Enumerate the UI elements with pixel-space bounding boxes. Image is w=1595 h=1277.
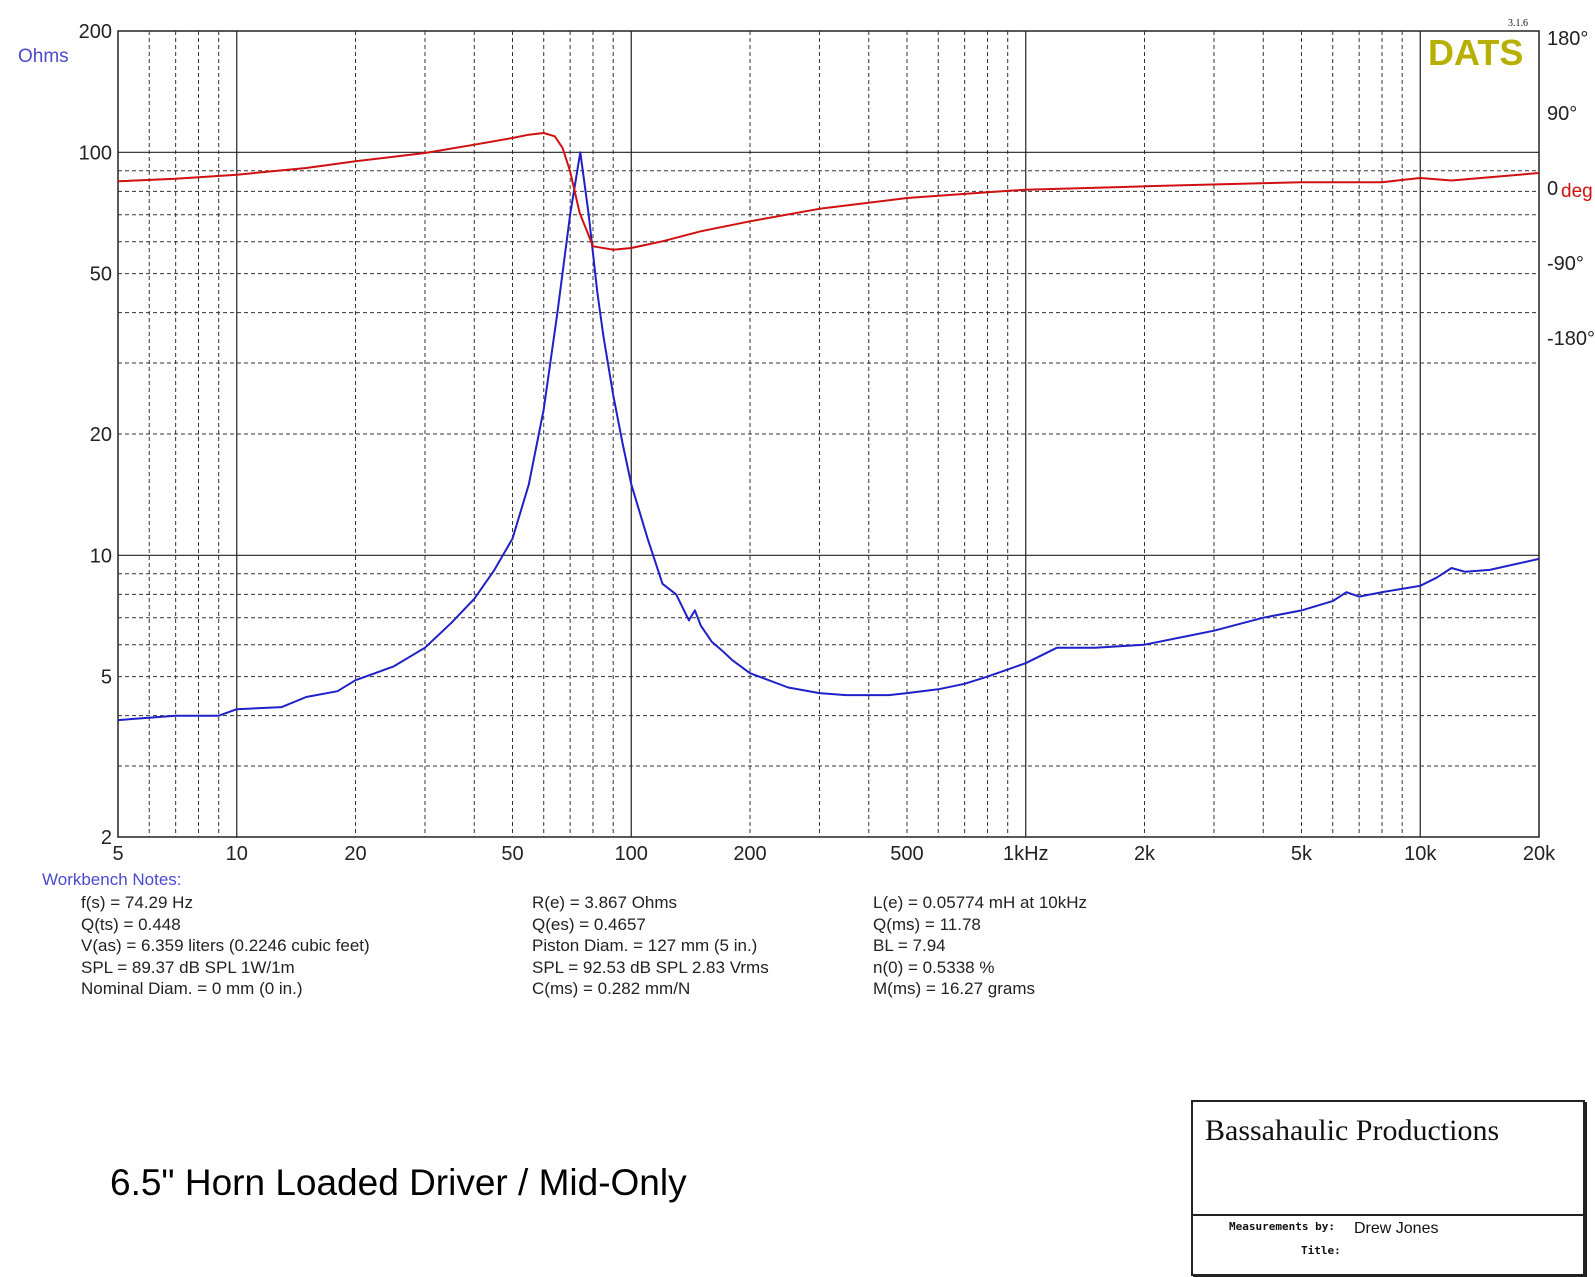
y2-axis-unit: deg bbox=[1561, 181, 1593, 202]
dats-logo: DATS bbox=[1428, 32, 1523, 73]
note-line: SPL = 92.53 dB SPL 2.83 Vrms bbox=[532, 957, 769, 977]
chart-caption: 6.5" Horn Loaded Driver / Mid-Only bbox=[110, 1162, 687, 1203]
note-line: Q(ts) = 0.448 bbox=[81, 914, 181, 934]
version-badge: 3.1.6 bbox=[1508, 18, 1528, 29]
x-tick-label: 2k bbox=[1134, 843, 1156, 865]
title-block: Bassahaulic Productions Measurements by:… bbox=[1191, 1100, 1585, 1276]
note-line: n(0) = 0.5338 % bbox=[873, 957, 995, 977]
measurements-by-label: Measurements by: bbox=[1229, 1220, 1335, 1233]
y-axis-title: Ohms bbox=[18, 46, 69, 67]
measurements-by-value: Drew Jones bbox=[1354, 1220, 1439, 1237]
y-tick-label: 200 bbox=[79, 21, 112, 43]
y2-tick-label: -90° bbox=[1547, 253, 1584, 275]
x-tick-label: 10k bbox=[1404, 843, 1437, 865]
note-line: f(s) = 74.29 Hz bbox=[81, 893, 193, 912]
note-line: Nominal Diam. = 0 mm (0 in.) bbox=[81, 979, 303, 998]
y-tick-label: 10 bbox=[90, 545, 112, 567]
note-line: SPL = 89.37 dB SPL 1W/1m bbox=[81, 957, 295, 977]
x-tick-label: 20 bbox=[344, 843, 366, 865]
note-line: Q(ms) = 11.78 bbox=[873, 914, 981, 934]
note-line: R(e) = 3.867 Ohms bbox=[532, 893, 678, 912]
notes-column-1: f(s) = 74.29 Hz Q(ts) = 0.448 V(as) = 6.… bbox=[81, 892, 370, 1000]
y-tick-label: 100 bbox=[79, 142, 112, 164]
note-line: C(ms) = 0.282 mm/N bbox=[532, 979, 691, 998]
x-tick-label: 20k bbox=[1523, 843, 1556, 865]
notes-column-2: R(e) = 3.867 Ohms Q(es) = 0.4657 Piston … bbox=[532, 892, 769, 1000]
note-line: L(e) = 0.05774 mH at 10kHz bbox=[873, 893, 1088, 912]
note-line: V(as) = 6.359 liters (0.2246 cubic feet) bbox=[81, 936, 370, 955]
title-label: Title: bbox=[1301, 1244, 1341, 1257]
x-tick-label: 5k bbox=[1291, 843, 1313, 865]
y2-tick-label: 180° bbox=[1547, 28, 1588, 50]
x-tick-label: 50 bbox=[501, 843, 523, 865]
note-line: Q(es) = 0.4657 bbox=[532, 914, 646, 934]
x-tick-label: 5 bbox=[112, 843, 123, 865]
y-tick-label: 20 bbox=[90, 424, 112, 446]
note-line: BL = 7.94 bbox=[873, 936, 946, 955]
x-tick-label: 200 bbox=[733, 843, 766, 865]
series-lines bbox=[117, 132, 1540, 722]
y-tick-label: 50 bbox=[90, 264, 112, 286]
x-tick-label: 1kHz bbox=[1003, 843, 1049, 865]
phase-line bbox=[117, 132, 1540, 251]
grid bbox=[118, 31, 1539, 837]
title-block-divider bbox=[1193, 1214, 1583, 1216]
tick-labels: 5 10 20 50 100 200 500 1kHz 2k 5k 10k 20k2001005020… bbox=[79, 21, 1595, 865]
company-name: Bassahaulic Productions bbox=[1205, 1114, 1500, 1147]
y-tick-label: 2 bbox=[101, 827, 112, 849]
x-tick-label: 10 bbox=[226, 843, 248, 865]
y2-tick-label: 0 bbox=[1547, 178, 1558, 200]
note-line: M(ms) = 16.27 grams bbox=[873, 979, 1036, 998]
x-tick-label: 100 bbox=[615, 843, 648, 865]
x-tick-label: 500 bbox=[890, 843, 923, 865]
impedance-line bbox=[117, 151, 1540, 722]
notes-heading: Workbench Notes: bbox=[42, 870, 182, 889]
y2-tick-label: 90° bbox=[1547, 103, 1577, 125]
notes-column-3: L(e) = 0.05774 mH at 10kHz Q(ms) = 11.78… bbox=[873, 892, 1087, 1000]
y-tick-label: 5 bbox=[101, 667, 112, 689]
y2-tick-label: -180° bbox=[1547, 328, 1595, 350]
note-line: Piston Diam. = 127 mm (5 in.) bbox=[532, 936, 758, 955]
